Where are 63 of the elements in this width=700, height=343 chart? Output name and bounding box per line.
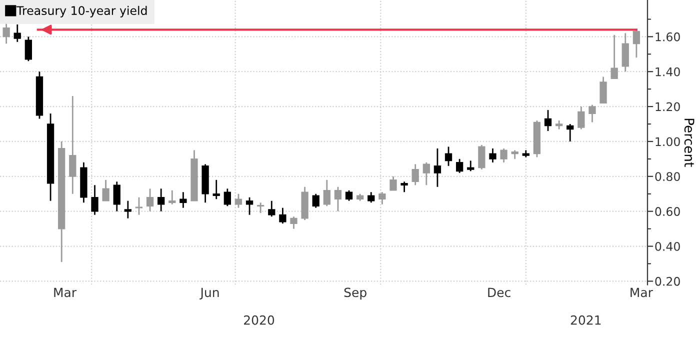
candlestick xyxy=(24,36,32,62)
candlestick xyxy=(102,179,110,202)
candlestick xyxy=(257,202,264,214)
y-axis-title: Percent xyxy=(684,118,694,167)
candlestick xyxy=(444,146,452,167)
candlestick xyxy=(400,180,408,193)
x-tick-label: Jun xyxy=(200,288,219,300)
candlestick xyxy=(69,95,76,195)
x2-tick-label: 2021 xyxy=(570,315,601,325)
candlestick xyxy=(279,207,286,224)
candlestick xyxy=(632,28,640,58)
candlestick xyxy=(610,34,618,80)
y-tick-label: 1.40 xyxy=(656,67,680,76)
x-tick-label: Sep xyxy=(344,288,366,300)
candlestick xyxy=(290,216,298,230)
candlestick xyxy=(14,24,21,43)
x-tick-label: Dec xyxy=(488,288,510,298)
candlestick xyxy=(422,162,430,186)
candlestick xyxy=(345,190,353,202)
candlestick xyxy=(168,190,176,206)
candlestick xyxy=(312,193,320,209)
candlestick xyxy=(600,76,607,104)
y-tick-label: 1.20 xyxy=(656,102,680,112)
candlestick xyxy=(622,32,629,72)
candlestick xyxy=(467,160,474,172)
candlestick xyxy=(390,176,397,192)
legend-label: Treasury 10-year yield xyxy=(16,6,147,18)
candlestick xyxy=(91,184,98,216)
candlestick xyxy=(268,200,276,218)
y-tick-label: 0.40 xyxy=(655,242,680,251)
candlestick xyxy=(124,200,132,220)
candlestick xyxy=(500,148,508,164)
y-tick-label: 0.60 xyxy=(655,207,680,216)
candlestick xyxy=(135,196,143,216)
candlestick xyxy=(224,188,231,207)
candlestick xyxy=(544,109,552,132)
candlestick xyxy=(212,179,220,200)
candlestick xyxy=(578,106,585,130)
candlestick xyxy=(368,191,375,204)
candlestick xyxy=(478,144,486,170)
candlestick xyxy=(113,180,120,212)
candlestick xyxy=(489,148,496,164)
y-tick-label: 1.60 xyxy=(656,32,680,42)
candlestick xyxy=(378,191,386,206)
x-tick-label: Mar xyxy=(54,288,77,298)
candlestick xyxy=(246,196,254,216)
candlestick xyxy=(158,188,165,212)
candlestick xyxy=(180,191,187,209)
candlestick xyxy=(323,179,330,207)
y-tick-label: 0.20 xyxy=(655,276,680,286)
candlestick xyxy=(2,22,10,44)
x-tick-label: Mar xyxy=(630,288,653,298)
candlestick xyxy=(234,193,242,209)
y-tick-label: 0.80 xyxy=(655,172,680,182)
candlestick xyxy=(588,104,596,123)
x2-tick-label: 2020 xyxy=(244,315,274,325)
candlestick xyxy=(566,123,574,142)
candlestick xyxy=(434,148,442,188)
candlestick xyxy=(456,158,464,174)
y-tick-label: 1.00 xyxy=(656,137,680,146)
candlestick xyxy=(146,188,154,212)
candlestick xyxy=(334,186,342,212)
candlestick xyxy=(412,163,419,186)
